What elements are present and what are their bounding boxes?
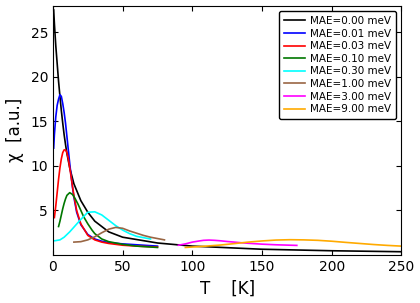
Legend: MAE=0.00 meV, MAE=0.01 meV, MAE=0.03 meV, MAE=0.10 meV, MAE=0.30 meV, MAE=1.00 m: MAE=0.00 meV, MAE=0.01 meV, MAE=0.03 meV…	[278, 11, 396, 119]
Y-axis label: χ  [a.u.]: χ [a.u.]	[5, 98, 24, 162]
X-axis label: T    [K]: T [K]	[200, 279, 255, 298]
